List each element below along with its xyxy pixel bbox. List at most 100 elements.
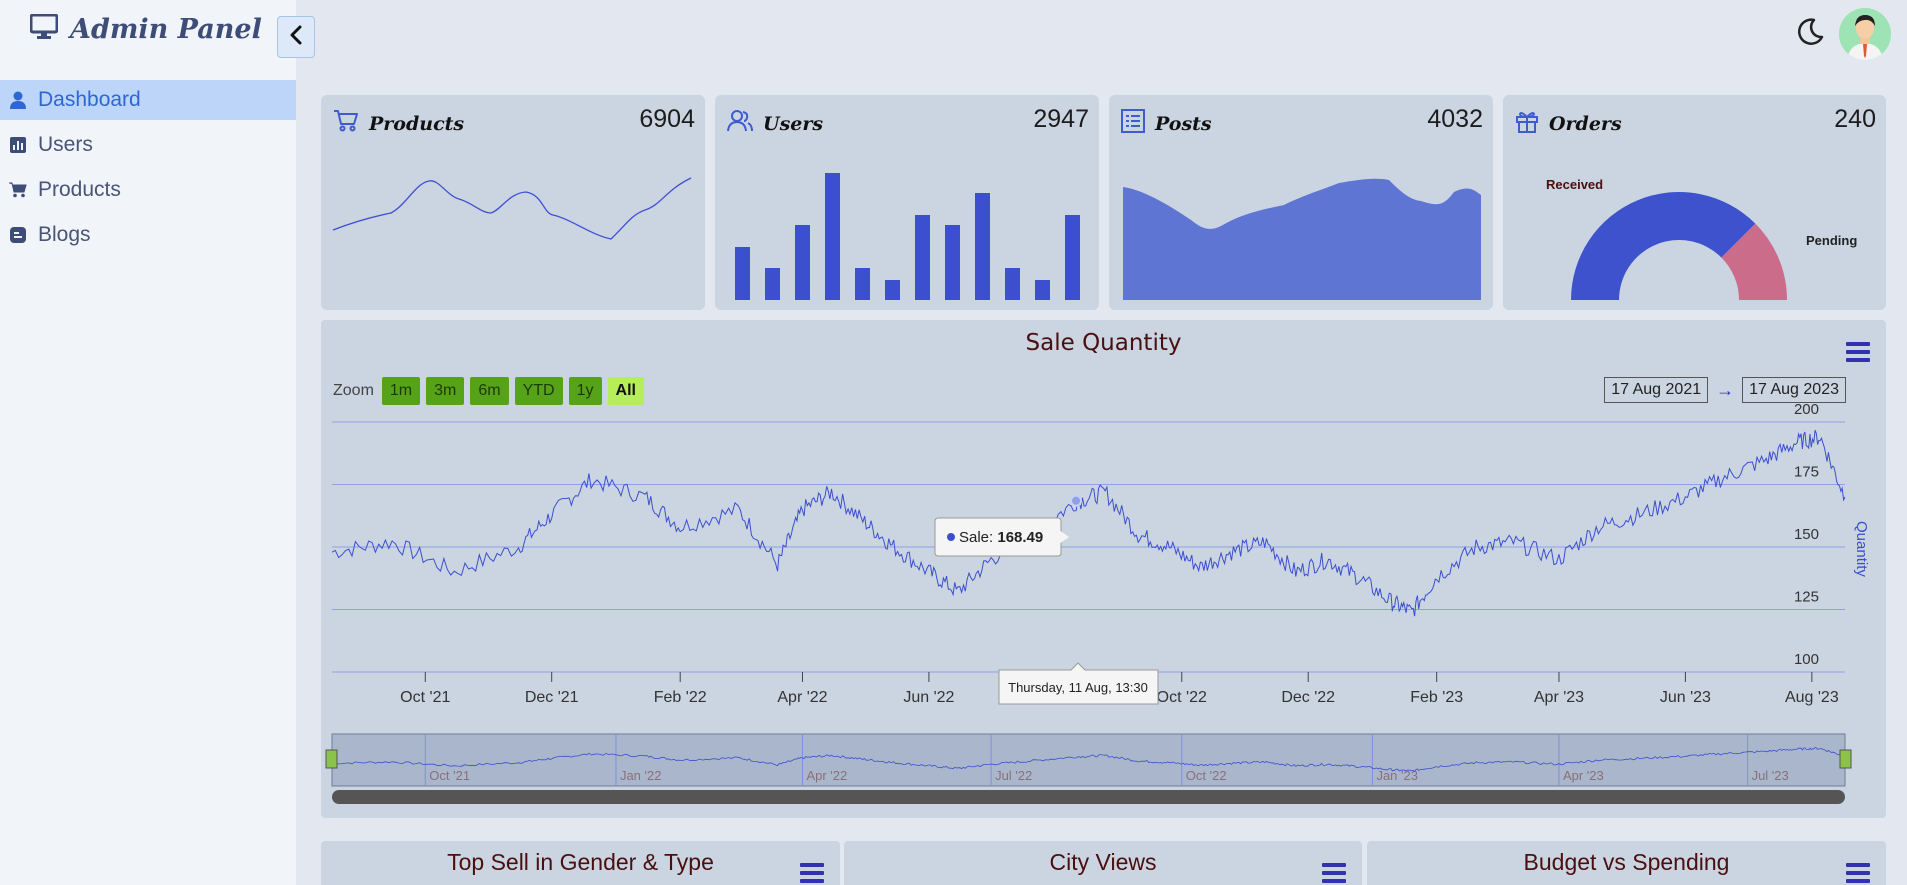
moon-icon — [1798, 17, 1824, 45]
y-tick-label: 125 — [1794, 589, 1819, 606]
x-tick-label: Jun '22 — [903, 689, 954, 706]
posts-card: Posts 4032 — [1109, 95, 1493, 310]
x-tick-label: Apr '23 — [1534, 689, 1584, 706]
range-arrow: → — [1716, 379, 1735, 400]
chart-title: Sale Quantity — [1025, 330, 1182, 356]
gauge-pending-arc — [1721, 223, 1787, 300]
range-from-input[interactable]: 17 Aug 2021 — [1604, 377, 1709, 403]
x-tick-label: Dec '22 — [1281, 689, 1335, 706]
svg-text:Sale: 168.49: Sale: 168.49 — [959, 529, 1043, 546]
products-card: Products 6904 — [321, 95, 705, 310]
zoom-1y-button[interactable]: 1y — [568, 377, 602, 405]
sidebar: Admin Panel Dashboard Users Products Blo… — [0, 0, 296, 885]
x-tick-label: Aug '23 — [1785, 689, 1839, 706]
navigator-series-line — [331, 747, 1846, 773]
users-card: Users 2947 — [715, 95, 1099, 310]
card-value: 6904 — [639, 105, 695, 133]
chevron-left-icon — [289, 25, 303, 50]
users-bar-chart — [735, 173, 1080, 300]
gender-type-card: Top Sell in Gender & Type — [321, 841, 840, 885]
collapse-sidebar-button[interactable] — [277, 16, 315, 58]
x-tick-label: Oct '22 — [1157, 689, 1207, 706]
card-title: Posts — [1155, 112, 1212, 135]
x-tick-label: Apr '22 — [777, 689, 827, 706]
date-range: 17 Aug 2021 → 17 Aug 2023 — [1604, 377, 1846, 403]
gift-icon — [1515, 109, 1539, 138]
sale-line-chart: 100 125 150 175 200 Oct '21 Dec '21 Feb '22 Apr… — [325, 401, 1870, 804]
sidebar-item-dashboard[interactable]: Dashboard — [0, 80, 296, 120]
x-tick-label: Oct '21 — [400, 689, 450, 706]
navigator-tick-label: Oct '22 — [1186, 768, 1227, 783]
chart-menu-button[interactable] — [1846, 342, 1870, 362]
sale-series-line — [331, 430, 1846, 617]
navigator-tick-label: Jul '22 — [995, 768, 1032, 783]
card-header: Posts — [1121, 109, 1212, 138]
bar-chart-icon — [8, 135, 28, 155]
users-icon — [727, 109, 753, 138]
navigator-tick-label: Jan '23 — [1376, 768, 1418, 783]
blog-icon — [8, 225, 28, 245]
sidebar-item-label: Users — [38, 133, 93, 156]
card-header: Users — [727, 109, 823, 138]
card-title: Products — [369, 112, 465, 135]
orders-gauge: Received Pending — [1546, 177, 1857, 300]
orders-card: Orders 240 Received Pending — [1503, 95, 1886, 310]
range-to-input[interactable]: 17 Aug 2023 — [1742, 377, 1846, 403]
chart-menu-button[interactable] — [1846, 863, 1870, 883]
cart-icon — [333, 109, 359, 138]
sidebar-nav: Dashboard Users Products Blogs — [0, 80, 296, 260]
posts-area-chart — [1123, 178, 1481, 300]
navigator-right-handle[interactable] — [1839, 749, 1852, 769]
value-tooltip: Sale: 168.49 — [934, 517, 1069, 557]
zoom-controls: Zoom 1m 3m 6m YTD 1y All — [333, 377, 644, 405]
card-value: 4032 — [1427, 105, 1483, 133]
sidebar-item-products[interactable]: Products — [0, 170, 296, 210]
navigator-tick-label: Jan '22 — [620, 768, 662, 783]
brand-title: Admin Panel — [70, 14, 262, 45]
zoom-all-button[interactable]: All — [607, 377, 644, 405]
card-value: 240 — [1834, 105, 1876, 133]
chart-menu-button[interactable] — [800, 863, 824, 883]
x-tick-label: Dec '21 — [525, 689, 579, 706]
sidebar-item-users[interactable]: Users — [0, 125, 296, 165]
zoom-3m-button[interactable]: 3m — [426, 377, 465, 405]
card-header: Orders — [1515, 109, 1622, 138]
tooltip-series: Sale: — [959, 529, 997, 546]
zoom-ytd-button[interactable]: YTD — [514, 377, 563, 405]
budget-spending-card: Budget vs Spending — [1367, 841, 1886, 885]
navigator-scrollbar[interactable] — [332, 790, 1845, 804]
date-tooltip: Thursday, 11 Aug, 13:30 — [998, 662, 1159, 705]
sidebar-item-label: Products — [38, 178, 121, 201]
x-tick-label: Feb '23 — [1410, 689, 1463, 706]
x-tick-label: Feb '22 — [654, 689, 707, 706]
navigator-tick-label: Jul '23 — [1752, 768, 1789, 783]
y-tick-label: 175 — [1794, 464, 1819, 481]
x-tick-label: Jun '23 — [1660, 689, 1711, 706]
y-tick-label: 100 — [1794, 651, 1819, 668]
tooltip-value: 168.49 — [997, 529, 1043, 546]
zoom-6m-button[interactable]: 6m — [470, 377, 509, 405]
sidebar-item-blogs[interactable]: Blogs — [0, 215, 296, 255]
zoom-label: Zoom — [333, 382, 374, 399]
chart-menu-button[interactable] — [1322, 863, 1346, 883]
y-tick-label: 150 — [1794, 526, 1819, 543]
zoom-1m-button[interactable]: 1m — [381, 377, 421, 405]
card-title: City Views — [1049, 849, 1157, 875]
list-icon — [1121, 109, 1145, 138]
navigator-left-handle[interactable] — [325, 749, 338, 769]
tooltip-date: Thursday, 11 Aug, 13:30 — [1008, 680, 1148, 695]
card-title: Orders — [1549, 112, 1622, 135]
cart-icon — [8, 180, 28, 200]
products-sparkline — [332, 177, 692, 240]
pending-label: Pending — [1806, 233, 1857, 248]
received-label: Received — [1546, 177, 1603, 192]
city-views-card: City Views — [844, 841, 1362, 885]
card-title: Users — [763, 112, 824, 135]
navigator-tick-label: Apr '22 — [806, 768, 847, 783]
monitor-icon — [29, 13, 59, 45]
dark-mode-toggle[interactable] — [1795, 17, 1825, 52]
navigator-tick-label: Oct '21 — [429, 768, 470, 783]
avatar[interactable] — [1839, 8, 1891, 60]
card-title: Budget vs Spending — [1523, 849, 1730, 875]
y-tick-label: 200 — [1794, 401, 1819, 418]
